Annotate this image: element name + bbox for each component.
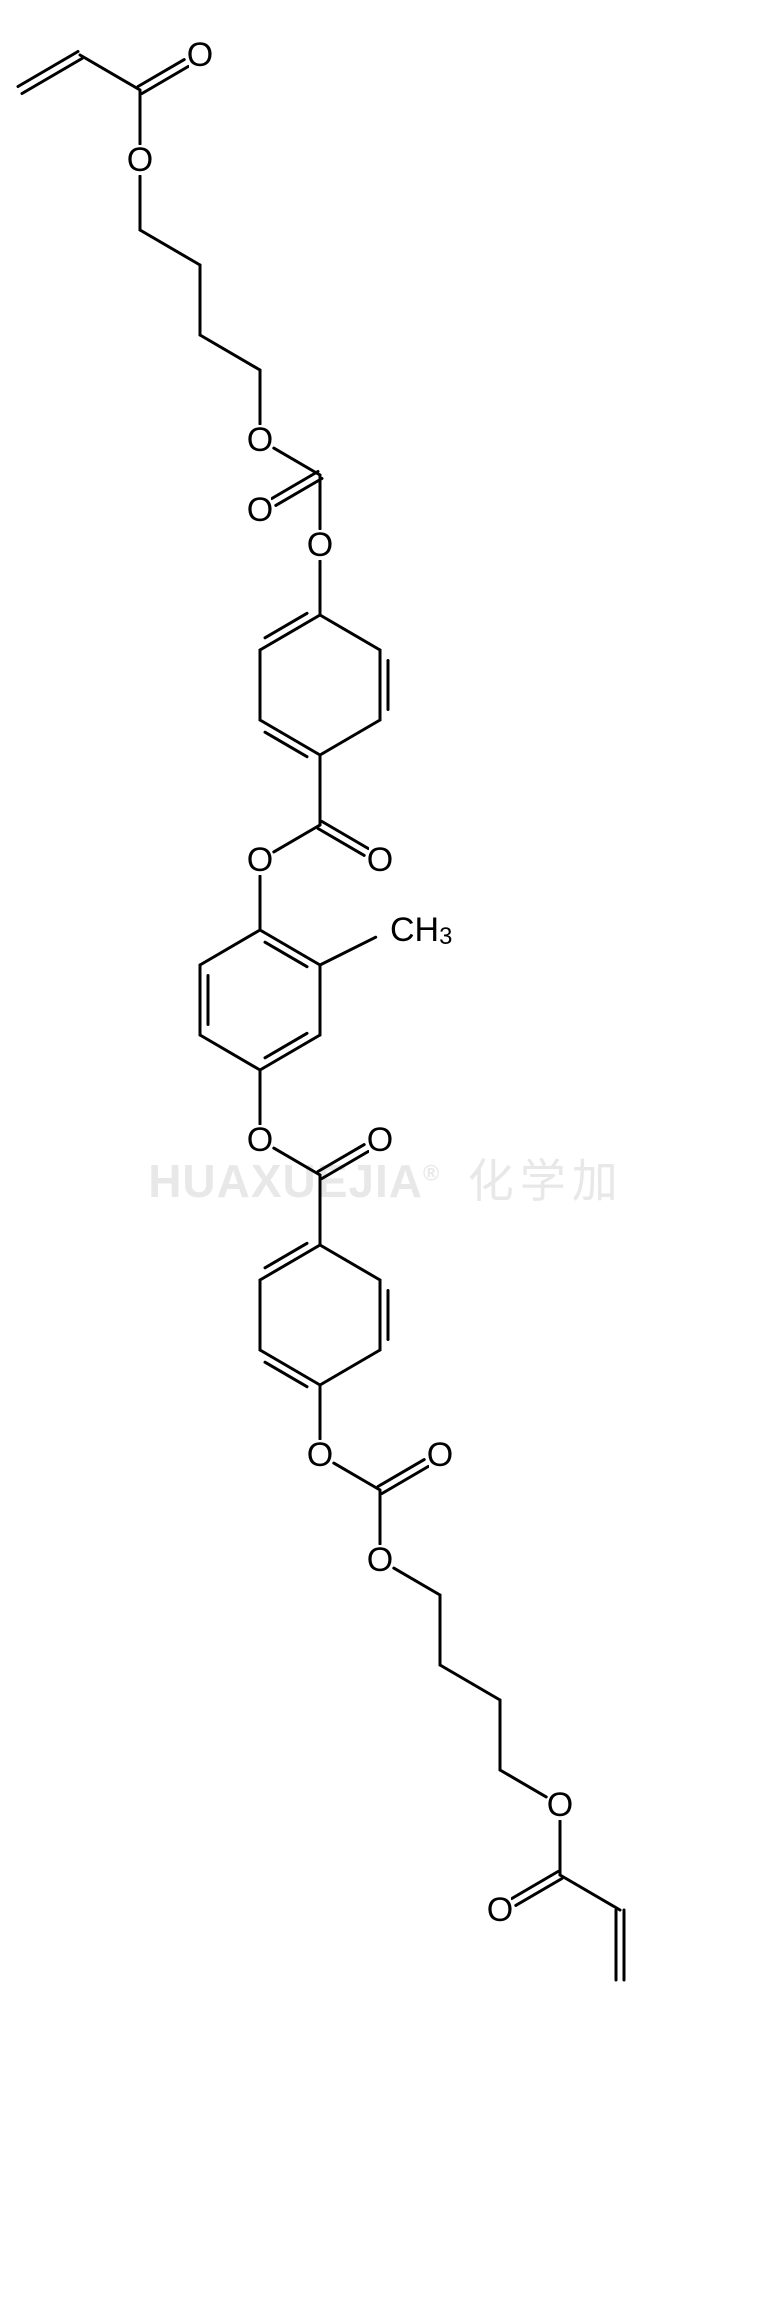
svg-text:O: O — [307, 1436, 333, 1474]
svg-text:O: O — [487, 1891, 513, 1929]
svg-text:O: O — [367, 1121, 393, 1159]
svg-text:O: O — [367, 841, 393, 879]
svg-text:O: O — [547, 1786, 573, 1824]
svg-text:O: O — [307, 526, 333, 564]
svg-text:O: O — [247, 1121, 273, 1159]
svg-text:O: O — [247, 491, 273, 529]
chemical-structure: OOOOOOOCH3OOOOOOO — [0, 0, 772, 2320]
svg-text:O: O — [187, 36, 213, 74]
svg-text:O: O — [127, 141, 153, 179]
svg-text:O: O — [367, 1541, 393, 1579]
svg-text:O: O — [247, 841, 273, 879]
svg-text:O: O — [427, 1436, 453, 1474]
svg-text:O: O — [247, 421, 273, 459]
